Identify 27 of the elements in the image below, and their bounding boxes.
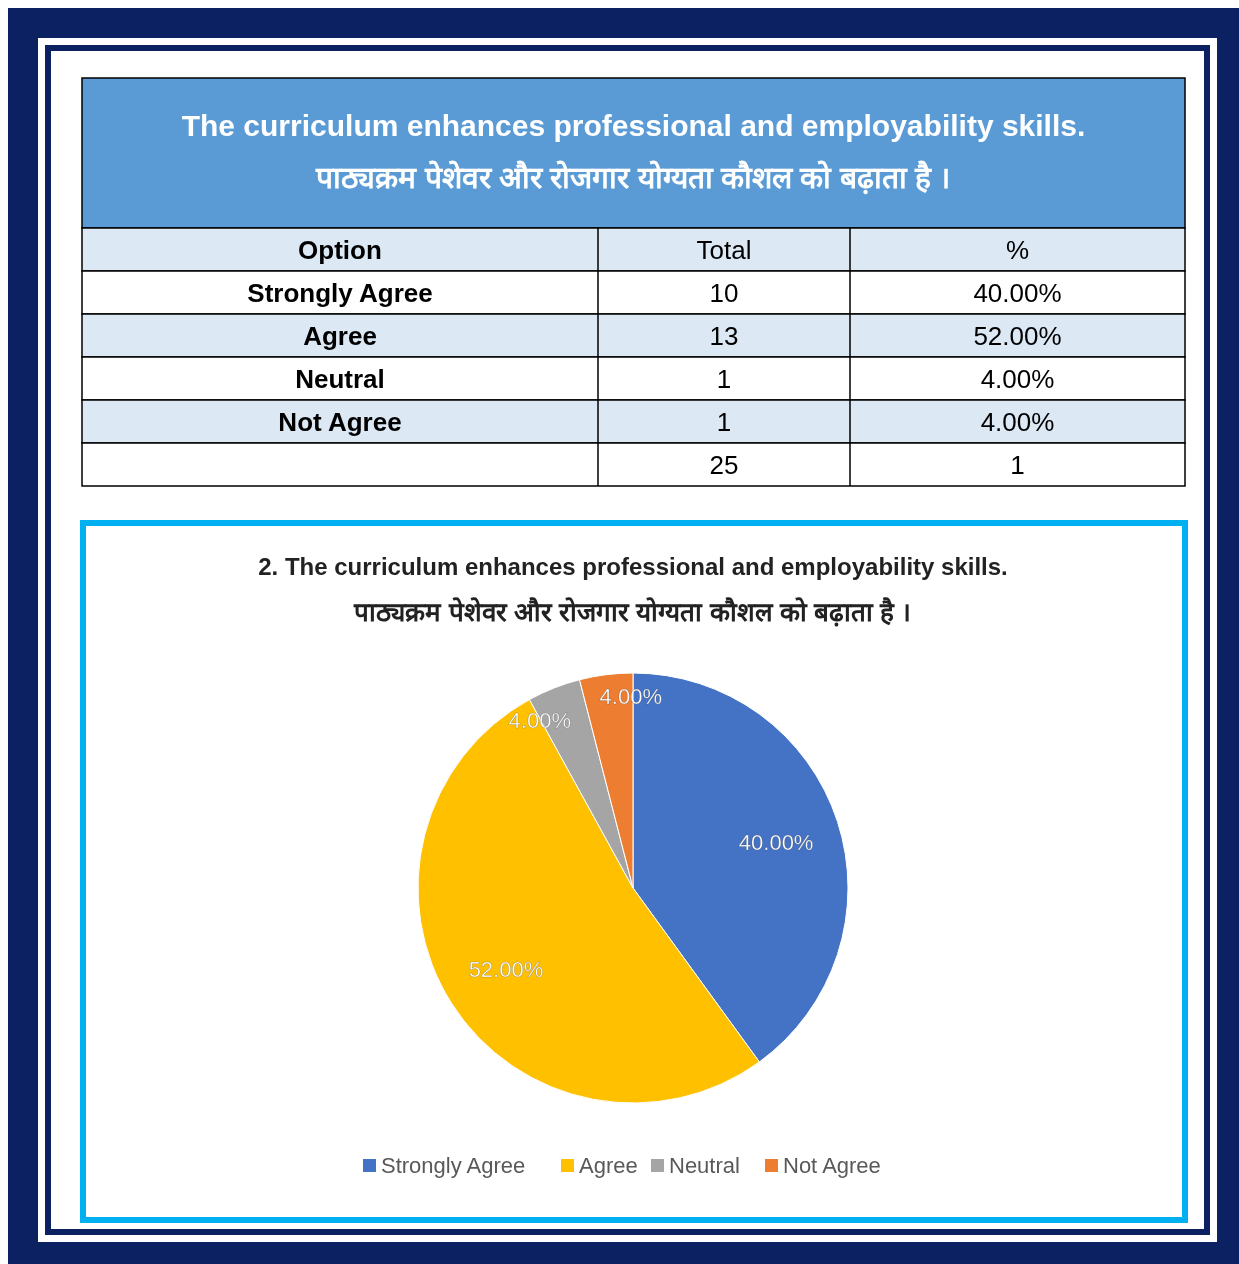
chart-title: 2. The curriculum enhances professional and employability skills.	[258, 553, 1008, 580]
legend-label: Neutral	[669, 1153, 740, 1178]
text: The curriculum enhances professional and employability skills.	[181, 109, 1086, 142]
text: 1	[1010, 449, 1025, 480]
data-label: 1	[716, 406, 732, 437]
data-label: 40.00%	[973, 277, 1062, 308]
data-label: 4.00%	[980, 363, 1055, 394]
category-label: Agree	[303, 320, 377, 351]
data-label: 1	[716, 363, 732, 394]
data-label: 52.00%	[973, 320, 1062, 351]
text: 25	[709, 449, 739, 480]
data-label: 52.00%	[468, 956, 544, 982]
text: Option	[298, 234, 382, 265]
chart-subtitle: पाठ्यक्रम पेशेवर और रोजगार योग्यता कौशल को बढ़ाता है ।	[353, 597, 912, 627]
category-label: Neutral	[295, 363, 385, 394]
data-label: 4.00%	[980, 406, 1055, 437]
legend-label: Not Agree	[783, 1153, 881, 1178]
legend-label: Agree	[579, 1153, 638, 1178]
text: पाठ्यक्रम पेशेवर और रोजगार योग्यता कौशल को बढ़ाता है ।	[315, 160, 951, 195]
series-label: Total	[696, 234, 752, 265]
legend-label: Strongly Agree	[381, 1153, 526, 1178]
category-label: Strongly Agree	[247, 277, 433, 308]
data-label: 10	[709, 277, 739, 308]
category-label: Not Agree	[278, 406, 402, 437]
legend-label: %	[1005, 234, 1030, 265]
data-label: 40.00%	[738, 829, 814, 855]
data-label: 13	[709, 320, 739, 351]
